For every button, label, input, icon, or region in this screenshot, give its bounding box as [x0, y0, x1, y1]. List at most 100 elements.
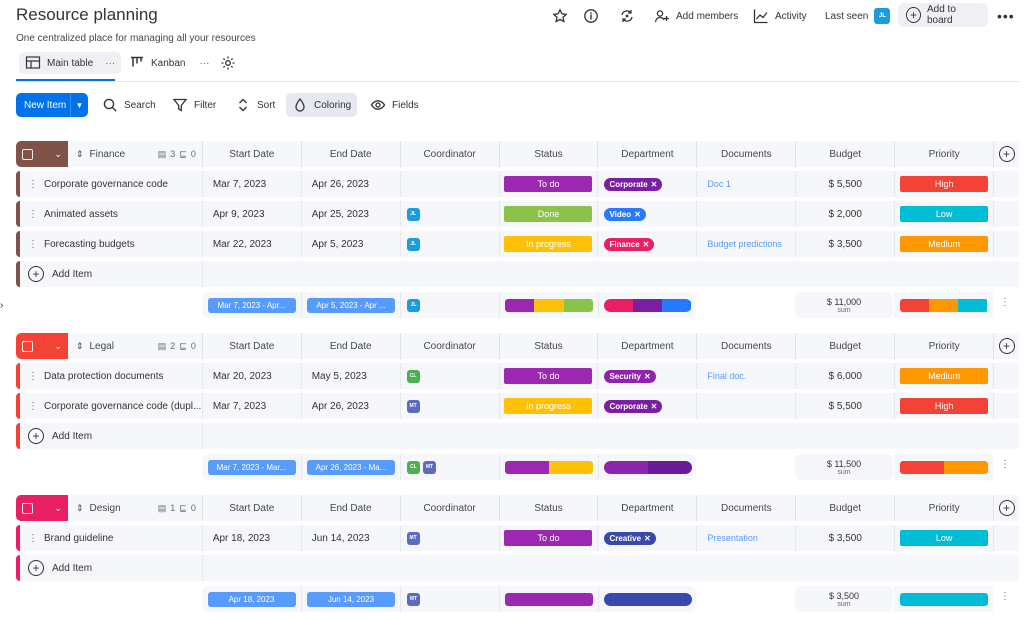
budget-cell[interactable]: $ 2,000 — [795, 201, 894, 227]
close-icon[interactable]: ✕ — [642, 239, 650, 249]
drag-handle-icon[interactable]: ⇕ — [75, 340, 84, 351]
group-select-checkbox[interactable] — [22, 502, 33, 514]
filter-button[interactable]: Filter — [166, 93, 222, 117]
close-icon[interactable]: ✕ — [650, 179, 658, 189]
documents-cell[interactable] — [696, 201, 795, 227]
item-name[interactable]: Forecasting budgets — [44, 238, 135, 250]
add-item-row[interactable]: + Add Item — [16, 261, 1019, 287]
documents-cell[interactable]: Budget predictions — [696, 231, 795, 257]
budget-cell[interactable]: $ 3,500 — [795, 525, 894, 551]
add-column-button[interactable]: + — [993, 333, 1020, 359]
table-row[interactable]: ⋮ Data protection documents Mar 20, 2023 … — [16, 363, 1019, 389]
documents-cell[interactable]: Doc 1 — [696, 171, 795, 197]
close-icon[interactable]: ✕ — [634, 209, 641, 219]
end-date-cell[interactable]: Apr 5, 2023 — [300, 231, 400, 257]
chevron-down-icon[interactable]: ⌄ — [54, 340, 62, 351]
department-distribution-bar[interactable] — [603, 460, 692, 474]
budget-cell[interactable]: $ 6,000 — [795, 363, 894, 389]
timeline-summary[interactable]: Apr 26, 2023 - Ma... — [307, 459, 395, 475]
end-date-cell[interactable]: May 5, 2023 — [300, 363, 400, 389]
department-distribution-bar[interactable] — [603, 298, 692, 312]
column-header-budget[interactable]: Budget — [795, 333, 895, 359]
department-cell[interactable]: Creative ✕ — [597, 525, 696, 551]
coordinator-cell[interactable]: MT — [399, 525, 499, 551]
budget-cell[interactable]: $ 3,500 — [795, 231, 894, 257]
group-color-block[interactable]: ⌄ — [16, 141, 68, 167]
info-button[interactable] — [583, 6, 599, 26]
documents-cell[interactable]: Final doc. — [696, 363, 795, 389]
start-date-cell[interactable]: Apr 9, 2023 — [201, 201, 301, 227]
column-header-department[interactable]: Department — [597, 141, 697, 167]
group-name-cell[interactable]: ⇕ Finance ▤ 3 ⊑ 0 — [67, 141, 202, 167]
status-cell[interactable]: In progress — [498, 393, 598, 419]
tab-options-icon[interactable]: ··· — [105, 57, 116, 69]
tab-main-table[interactable]: Main table ··· — [19, 52, 122, 74]
item-name[interactable]: Data protection documents — [44, 370, 164, 382]
document-link[interactable]: Presentation — [707, 533, 758, 543]
column-header-start-date[interactable]: Start Date — [201, 333, 301, 359]
sort-button[interactable]: Sort — [229, 93, 281, 117]
drag-handle-icon[interactable]: ⇕ — [75, 148, 84, 159]
column-header-priority[interactable]: Priority — [894, 141, 994, 167]
more-options-button[interactable]: ••• — [997, 6, 1015, 26]
column-header-priority[interactable]: Priority — [894, 495, 994, 521]
timeline-summary[interactable]: Jun 14, 2023 — [307, 591, 395, 607]
priority-distribution-bar[interactable] — [899, 592, 988, 606]
status-cell[interactable]: In progress — [498, 231, 598, 257]
budget-cell[interactable]: $ 5,500 — [795, 393, 894, 419]
group-color-block[interactable]: ⌄ — [16, 333, 68, 359]
priority-cell[interactable]: High — [894, 393, 993, 419]
group-name-cell[interactable]: ⇕ Legal ▤ 2 ⊑ 0 — [67, 333, 202, 359]
documents-cell[interactable]: Presentation — [696, 525, 795, 551]
status-distribution-bar[interactable] — [505, 298, 593, 312]
chevron-down-icon[interactable]: ▼ — [70, 93, 88, 117]
drag-handle-icon[interactable]: ⇕ — [75, 502, 84, 513]
status-cell[interactable]: To do — [498, 171, 598, 197]
timeline-summary[interactable]: Mar 7, 2023 - Apr... — [207, 297, 296, 313]
start-date-cell[interactable]: Mar 7, 2023 — [201, 393, 301, 419]
column-header-coordinator[interactable]: Coordinator — [399, 333, 499, 359]
timeline-summary[interactable]: Apr 5, 2023 - Apr ... — [307, 297, 395, 313]
start-date-cell[interactable]: Mar 20, 2023 — [201, 363, 301, 389]
item-name[interactable]: Corporate governance code — [44, 178, 168, 190]
table-row[interactable]: ⋮ Animated assets Apr 9, 2023 Apr 25, 202… — [16, 201, 1019, 227]
column-header-end-date[interactable]: End Date — [300, 333, 400, 359]
row-menu-icon[interactable]: ⋮ — [28, 400, 38, 412]
priority-cell[interactable]: High — [894, 171, 993, 197]
add-members-button[interactable]: Add members — [654, 6, 738, 26]
document-link[interactable]: Final doc. — [707, 371, 747, 381]
row-menu-icon[interactable]: ⋮ — [28, 370, 38, 382]
expand-sidebar-icon[interactable]: › — [0, 300, 4, 311]
column-header-priority[interactable]: Priority — [894, 333, 994, 359]
row-menu-icon[interactable]: ⋮ — [28, 208, 38, 220]
column-header-budget[interactable]: Budget — [795, 141, 895, 167]
department-cell[interactable]: Video ✕ — [597, 201, 696, 227]
coordinator-cell[interactable]: CL — [399, 363, 499, 389]
column-header-status[interactable]: Status — [498, 333, 598, 359]
table-row[interactable]: ⋮ Corporate governance code Mar 7, 2023 A… — [16, 171, 1019, 197]
add-to-board-button[interactable]: + Add to board — [898, 3, 988, 27]
documents-cell[interactable] — [696, 393, 795, 419]
column-header-coordinator[interactable]: Coordinator — [399, 141, 499, 167]
department-cell[interactable]: Corporate ✕ — [597, 171, 696, 197]
column-header-start-date[interactable]: Start Date — [201, 495, 301, 521]
end-date-cell[interactable]: Apr 26, 2023 — [300, 393, 400, 419]
new-item-button[interactable]: New Item ▼ — [16, 93, 88, 117]
column-header-documents[interactable]: Documents — [696, 141, 796, 167]
item-name[interactable]: Brand guideline — [44, 532, 114, 544]
status-distribution-bar[interactable] — [505, 592, 593, 606]
end-date-cell[interactable]: Apr 25, 2023 — [300, 201, 400, 227]
document-link[interactable]: Doc 1 — [707, 179, 731, 189]
department-cell[interactable]: Corporate ✕ — [597, 393, 696, 419]
priority-distribution-bar[interactable] — [899, 460, 988, 474]
column-header-department[interactable]: Department — [597, 333, 697, 359]
status-cell[interactable]: To do — [498, 363, 598, 389]
column-header-coordinator[interactable]: Coordinator — [399, 495, 499, 521]
end-date-cell[interactable]: Apr 26, 2023 — [300, 171, 400, 197]
start-date-cell[interactable]: Mar 7, 2023 — [201, 171, 301, 197]
column-header-end-date[interactable]: End Date — [300, 495, 400, 521]
summary-menu-icon[interactable]: ⋮ — [1000, 297, 1010, 308]
priority-cell[interactable]: Medium — [894, 363, 993, 389]
column-header-end-date[interactable]: End Date — [300, 141, 400, 167]
table-row[interactable]: ⋮ Brand guideline Apr 18, 2023 Jun 14, 20… — [16, 525, 1019, 551]
